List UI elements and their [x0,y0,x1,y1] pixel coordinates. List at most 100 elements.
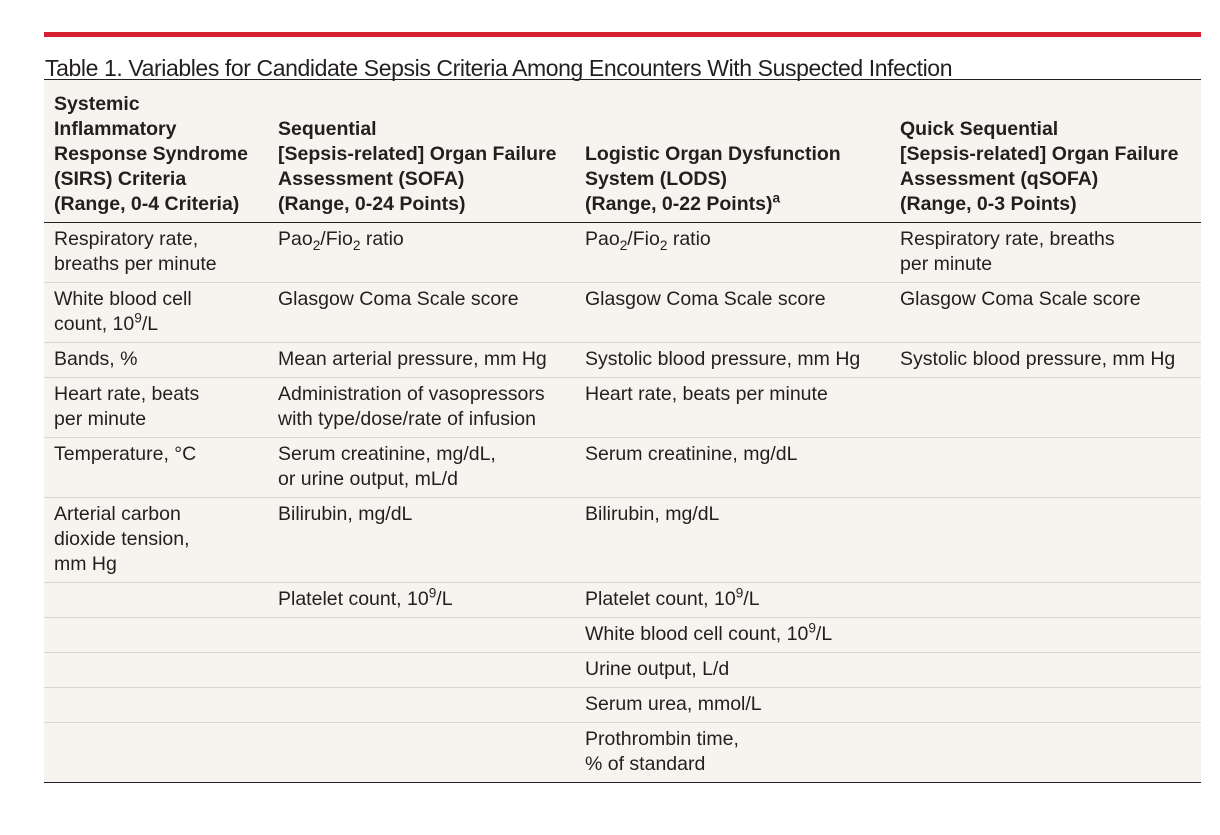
table-cell: Platelet count, 109/L [269,582,578,618]
table-cell: Bilirubin, mg/dL [578,497,893,583]
cell-line: Serum urea, mmol/L [585,693,762,715]
cell-line: Sequential [278,118,377,140]
table-cell [269,687,578,723]
cell-line: count, 109/L [54,311,263,337]
cell-line: Respiratory rate, breaths [900,228,1115,250]
text-run: /Fio [320,228,353,250]
table-cell [893,652,1201,688]
cell-line: Glasgow Coma Scale score [278,288,519,310]
cell-line: Glasgow Coma Scale score [585,288,826,310]
cell-line: with type/dose/rate of infusion [278,408,536,430]
table-row: Respiratory rate, breaths per minute Pao2/… [44,222,1201,283]
cell-line: System (LODS) [585,168,727,190]
table-cell: Glasgow Coma Scale score [269,282,578,343]
table-cell [893,617,1201,653]
table-cell: Prothrombin time, % of standard [578,722,893,783]
table-cell [44,617,269,653]
subscript: 2 [619,237,628,253]
table-cell: Arterial carbon dioxide tension, mm Hg [44,497,269,583]
table-cell [893,497,1201,583]
cell-line: mm Hg [54,553,117,575]
table-cell: Bands, % [44,342,269,378]
table-cell: White blood cell count, 109/L [44,282,269,343]
header-lods: Logistic Organ Dysfunction System (LODS)(… [578,80,893,223]
header-qsofa: Quick Sequential [Sepsis-related] Organ F… [893,80,1201,223]
cell-line: Heart rate, beats per minute [585,383,828,405]
table-cell: Systolic blood pressure, mm Hg [578,342,893,378]
text-run: ratio [360,228,404,250]
cell-line: Respiratory rate, [54,228,199,250]
table-cell: Administration of vasopressors with type/… [269,377,578,438]
cell-line: (Range, 0-24 Points) [278,193,466,215]
cell-line: Administration of vasopressors [278,383,545,405]
cell-line: per minute [900,253,993,275]
text-run: /L [141,313,159,335]
header-row: Systemic Inflammatory Response Syndrome (SI… [44,80,1201,223]
text-run: White blood cell count, 10 [585,623,809,645]
footnote-marker: a [772,190,781,206]
table-cell [893,722,1201,783]
table-row: White blood cell count, 109/L [44,617,1201,653]
table-cell: Glasgow Coma Scale score [578,282,893,343]
table-title: Table 1. Variables for Candidate Sepsis … [44,43,1201,81]
table-cell [893,377,1201,438]
cell-line: Mean arterial pressure, mm Hg [278,348,547,370]
text-run: Pao [585,228,620,250]
table-cell: Respiratory rate, breaths per minute [893,222,1201,283]
table-row: Urine output, L/d [44,652,1201,688]
table-cell: Heart rate, beats per minute [44,377,269,438]
cell-line: Arterial carbon [54,503,181,525]
table-cell: Pao2/Fio2 ratio [578,222,893,283]
table-cell: Urine output, L/d [578,652,893,688]
cell-line: Bilirubin, mg/dL [278,503,413,525]
subscript: 2 [312,237,321,253]
cell-line: Quick Sequential [900,118,1059,140]
cell-line: Assessment (SOFA) [278,168,465,190]
cell-line: Logistic Organ Dysfunction [585,143,841,165]
table-row: Arterial carbon dioxide tension, mm Hg Bili… [44,497,1201,583]
table-cell: Serum creatinine, mg/dL [578,437,893,498]
cell-line: Inflammatory [54,118,177,140]
cell-line: dioxide tension, [54,528,190,550]
table-cell [44,582,269,618]
cell-line: breaths per minute [54,253,217,275]
table-cell [893,687,1201,723]
superscript: 9 [808,620,816,636]
cell-line: Systemic [54,93,140,115]
accent-bar [44,32,1201,37]
table-cell [44,687,269,723]
cell-line: Response Syndrome [54,143,248,165]
cell-line: Systolic blood pressure, mm Hg [900,348,1176,370]
table-cell: Temperature, °C [44,437,269,498]
cell-line: Assessment (qSOFA) [900,168,1099,190]
cell-line: Platelet count, 109/L [278,585,572,612]
subscript: 2 [659,237,668,253]
cell-line: White blood cell count, 109/L [585,620,887,647]
table-cell: Respiratory rate, breaths per minute [44,222,269,283]
table-row: Prothrombin time, % of standard [44,722,1201,783]
table-cell [269,652,578,688]
cell-line: [Sepsis-related] Organ Failure [278,143,557,165]
cell-line: Serum creatinine, mg/dL, [278,443,496,465]
cell-line: Systolic blood pressure, mm Hg [585,348,861,370]
superscript: 9 [428,585,437,601]
table-cell: Platelet count, 109/L [578,582,893,618]
table-cell: Mean arterial pressure, mm Hg [269,342,578,378]
cell-line: Glasgow Coma Scale score [900,288,1141,310]
cell-line: [Sepsis-related] Organ Failure [900,143,1179,165]
text-run: Platelet count, 10 [278,588,429,610]
table-cell [269,617,578,653]
table-cell: Serum creatinine, mg/dL, or urine output,… [269,437,578,498]
cell-line: Temperature, °C [54,443,197,465]
table-row: Heart rate, beats per minute Administratio… [44,377,1201,438]
text-run: Pao [278,228,313,250]
cell-line: White blood cell [54,288,192,310]
table-cell [44,722,269,783]
cell-line: per minute [54,408,147,430]
table-row: Platelet count, 109/L Platelet count, 109… [44,582,1201,618]
table-row: Serum urea, mmol/L [44,687,1201,723]
text-run: /L [743,588,760,610]
cell-line: Bands, % [54,348,138,370]
table-cell: Bilirubin, mg/dL [269,497,578,583]
table-cell [893,582,1201,618]
